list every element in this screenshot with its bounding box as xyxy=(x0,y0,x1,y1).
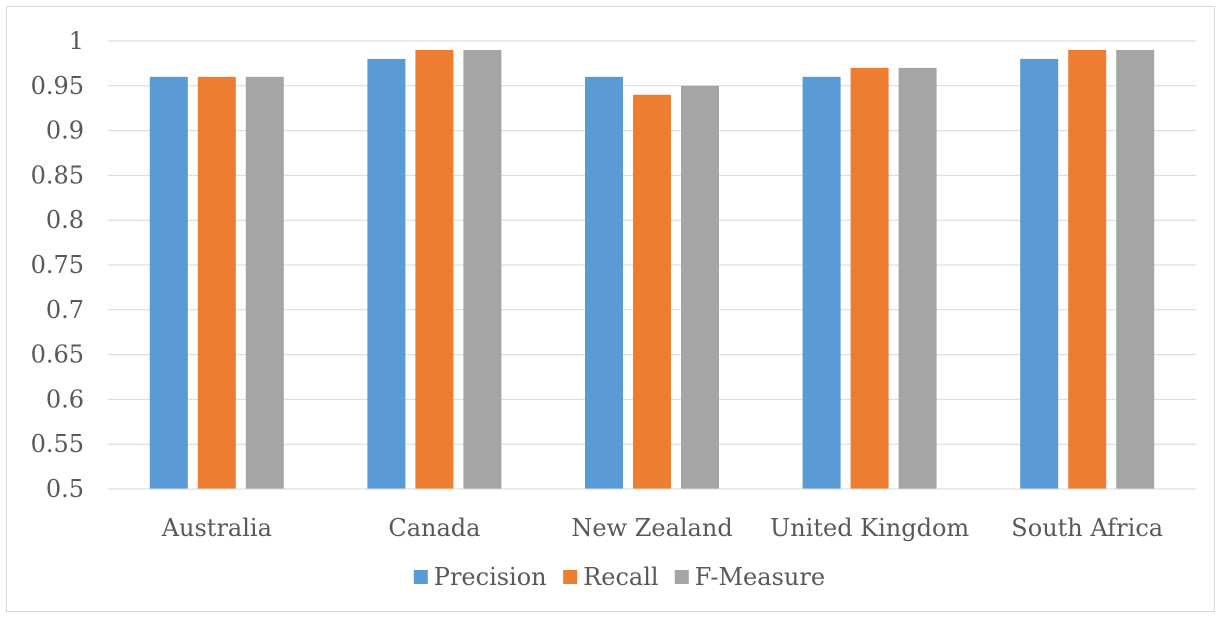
legend-swatch xyxy=(563,570,578,584)
y-tick-label: 0.8 xyxy=(46,206,84,234)
bar-f-measure-united-kingdom xyxy=(898,67,937,489)
bar-recall-new-zealand xyxy=(633,94,671,489)
bar-f-measure-canada xyxy=(463,49,502,490)
legend-label: Recall xyxy=(583,563,658,591)
legend-swatch xyxy=(413,570,428,584)
gridlines xyxy=(108,40,1196,445)
legend-label: Precision xyxy=(434,563,547,591)
y-tick-label: 0.85 xyxy=(31,161,84,189)
y-tick-label: 0.7 xyxy=(46,296,84,324)
bar-recall-australia xyxy=(197,76,236,489)
bar-precision-canada xyxy=(367,58,406,490)
legend-item: Precision xyxy=(413,563,547,591)
x-category-label: Canada xyxy=(388,514,480,542)
x-category-label: Australia xyxy=(161,514,272,542)
y-tick-label: 0.75 xyxy=(31,251,84,279)
x-category-label: United Kingdom xyxy=(770,514,969,542)
y-tick-label: 0.95 xyxy=(31,72,84,100)
y-tick-label: 0.9 xyxy=(46,117,84,145)
y-tick-label: 0.65 xyxy=(31,341,84,369)
legend-item: F-Measure xyxy=(674,563,825,591)
x-axis-category-labels: Australia Canada New Zealand United Kingdom… xyxy=(161,514,1163,542)
legend: Precision Recall F-Measure xyxy=(413,563,825,591)
bar-f-measure-south-africa xyxy=(1116,49,1155,490)
legend-item: Recall xyxy=(563,563,659,591)
legend-label: F-Measure xyxy=(695,563,825,591)
bar-precision-south-africa xyxy=(1020,58,1059,490)
y-tick-label: 0.6 xyxy=(46,385,84,413)
bars xyxy=(149,49,1155,490)
bar-recall-united-kingdom xyxy=(850,67,889,489)
bar-f-measure-australia xyxy=(245,76,284,489)
bar-precision-united-kingdom xyxy=(802,76,841,489)
y-axis-tick-labels: 0.5 0.55 0.6 0.65 0.7 0.75 0.8 0.85 0.9 0.95 1 xyxy=(31,27,84,503)
bar-recall-south-africa xyxy=(1068,49,1107,490)
x-category-label: South Africa xyxy=(1011,514,1163,542)
y-tick-label: 0.55 xyxy=(31,430,84,458)
bar-recall-canada xyxy=(415,49,454,490)
bar-f-measure-new-zealand xyxy=(681,85,719,490)
bar-precision-new-zealand xyxy=(585,76,623,489)
bar-precision-australia xyxy=(149,76,188,489)
y-tick-label: 0.5 xyxy=(46,475,84,503)
y-tick-label: 1 xyxy=(69,27,84,55)
x-category-label: New Zealand xyxy=(571,514,732,542)
legend-swatch xyxy=(674,570,689,584)
